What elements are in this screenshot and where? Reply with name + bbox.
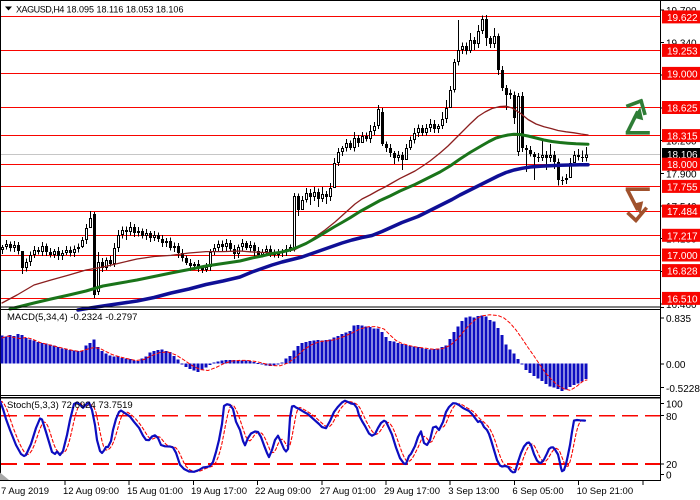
svg-text:MACD(5,34,4) -0.2324 -0.2797: MACD(5,34,4) -0.2324 -0.2797 [7, 312, 137, 323]
svg-text:0: 0 [666, 471, 672, 482]
svg-text:19.253: 19.253 [667, 46, 698, 57]
svg-text:-0.5228: -0.5228 [666, 384, 700, 395]
svg-text:22 Aug 09:00: 22 Aug 09:00 [255, 486, 311, 497]
svg-text:3 Sep 13:00: 3 Sep 13:00 [448, 486, 499, 497]
svg-text:7 Aug 2019: 7 Aug 2019 [1, 486, 49, 497]
svg-text:16.510: 16.510 [667, 294, 698, 305]
svg-text:6 Sep 05:00: 6 Sep 05:00 [512, 486, 563, 497]
svg-text:29 Aug 17:00: 29 Aug 17:00 [384, 486, 440, 497]
svg-text:18.315: 18.315 [667, 132, 698, 143]
svg-text:XAGUSD,H4: XAGUSD,H4 [16, 5, 64, 15]
svg-text:16.460: 16.460 [666, 300, 697, 311]
svg-text:15 Aug 01:00: 15 Aug 01:00 [127, 486, 183, 497]
svg-text:18.106: 18.106 [667, 150, 698, 161]
svg-text:20: 20 [666, 460, 678, 471]
svg-text:17.755: 17.755 [667, 182, 698, 193]
svg-text:100: 100 [666, 400, 683, 411]
svg-text:0.835: 0.835 [666, 314, 691, 325]
svg-text:12 Aug 09:00: 12 Aug 09:00 [63, 486, 119, 497]
svg-text:17.900: 17.900 [666, 169, 697, 180]
svg-text:27 Aug 01:00: 27 Aug 01:00 [320, 486, 376, 497]
svg-text:17.000: 17.000 [667, 251, 698, 262]
svg-text:18.000: 18.000 [667, 160, 698, 171]
svg-text:Stoch(5,3,3) 72.6924 73.7519: Stoch(5,3,3) 72.6924 73.7519 [7, 400, 133, 411]
svg-text:19 Aug 17:00: 19 Aug 17:00 [191, 486, 247, 497]
svg-text:18.625: 18.625 [667, 104, 698, 115]
svg-text:17.484: 17.484 [667, 207, 698, 218]
svg-text:80: 80 [666, 412, 678, 423]
svg-text:0.00: 0.00 [666, 360, 686, 371]
svg-text:10 Sep 21:00: 10 Sep 21:00 [577, 486, 634, 497]
svg-text:17.217: 17.217 [667, 231, 698, 242]
svg-text:19.622: 19.622 [667, 13, 698, 24]
svg-text:19.000: 19.000 [667, 69, 698, 80]
svg-text:16.828: 16.828 [667, 267, 698, 278]
svg-text:18.095 18.116 18.053 18.106: 18.095 18.116 18.053 18.106 [67, 5, 184, 15]
